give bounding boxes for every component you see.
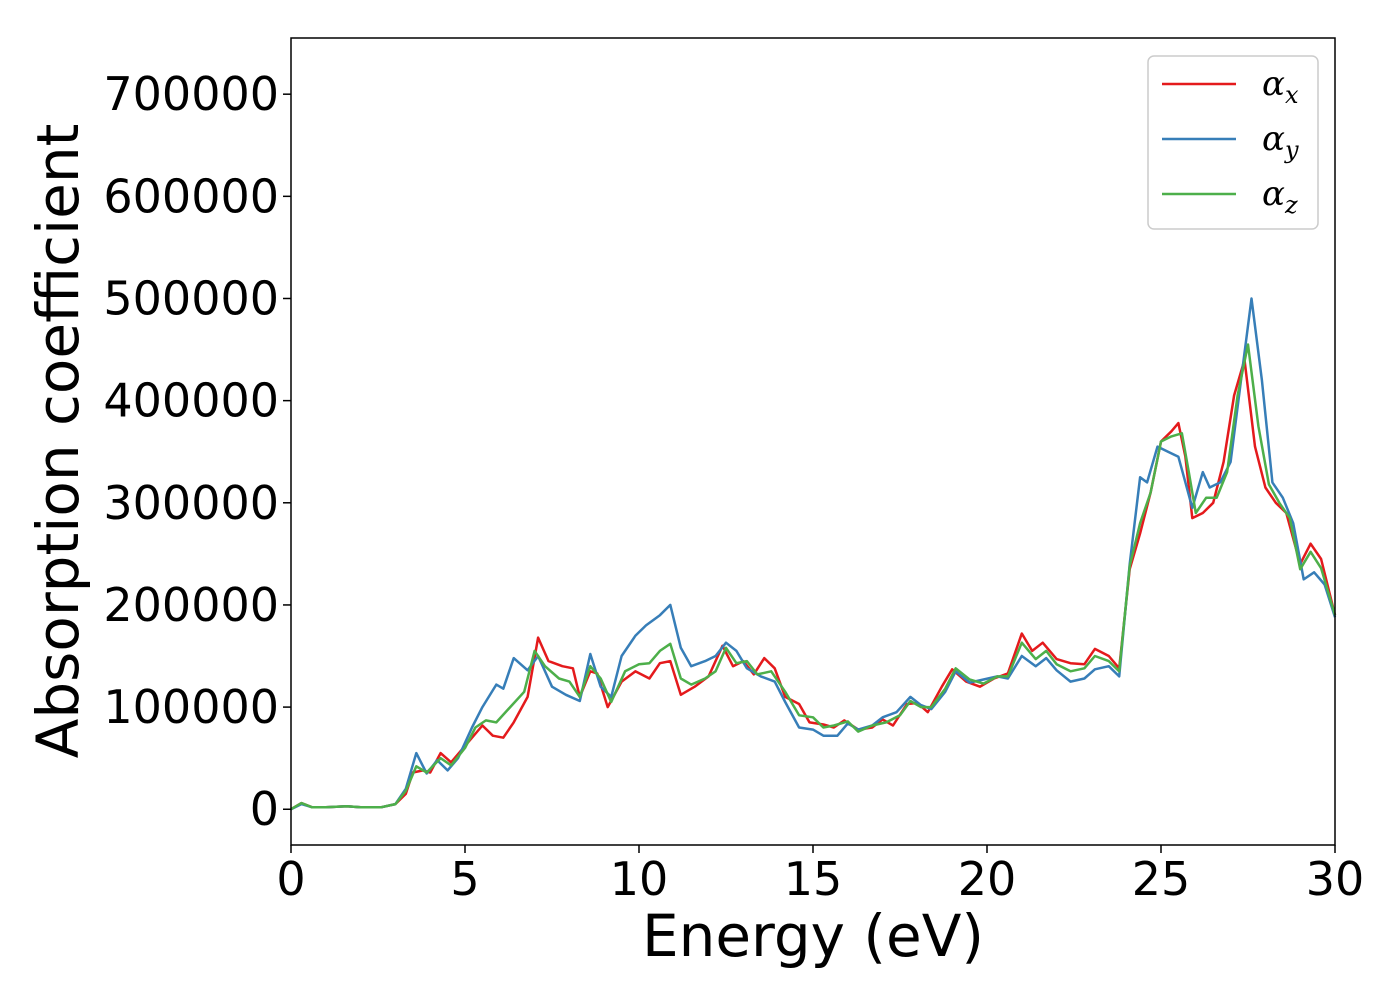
legend-subscript: z (1284, 191, 1298, 219)
legend-symbol: α (1262, 119, 1285, 159)
x-tick-label: 0 (276, 852, 305, 906)
legend-label-z: αz (1262, 174, 1298, 219)
plot-lines (290, 297, 1337, 811)
series-line-z (290, 343, 1337, 811)
y-tick-label: 300000 (103, 476, 279, 530)
x-tick-label: 5 (450, 852, 479, 906)
y-tick-label: 100000 (103, 680, 279, 734)
y-axis-label: Absorption coefficient (24, 124, 92, 759)
x-axis: 0 5 10 15 20 25 30 (276, 845, 1364, 906)
y-tick-label: 500000 (103, 271, 279, 325)
legend-label-y: αy (1262, 119, 1299, 164)
x-axis-label: Energy (eV) (642, 902, 984, 970)
y-tick-label: 600000 (103, 169, 279, 223)
y-axis: 0 100000 200000 300000 400000 500000 600000 700… (103, 67, 291, 836)
legend-box (1147, 55, 1319, 230)
legend-subscript: x (1285, 81, 1299, 109)
y-tick-label: 200000 (103, 578, 279, 632)
legend-symbol: α (1262, 174, 1285, 214)
legend-symbol: α (1262, 64, 1285, 104)
x-tick-label: 10 (610, 852, 669, 906)
y-tick-label: 700000 (103, 67, 279, 121)
legend-subscript: y (1284, 136, 1299, 164)
x-tick-label: 20 (958, 852, 1017, 906)
series-line-y (290, 297, 1337, 811)
x-tick-label: 25 (1132, 852, 1191, 906)
legend-label-x: αx (1262, 64, 1299, 109)
series-line-x (290, 358, 1337, 811)
y-tick-label: 0 (250, 782, 279, 836)
x-tick-label: 15 (784, 852, 843, 906)
y-tick-label: 400000 (103, 374, 279, 428)
x-tick-label: 30 (1306, 852, 1365, 906)
